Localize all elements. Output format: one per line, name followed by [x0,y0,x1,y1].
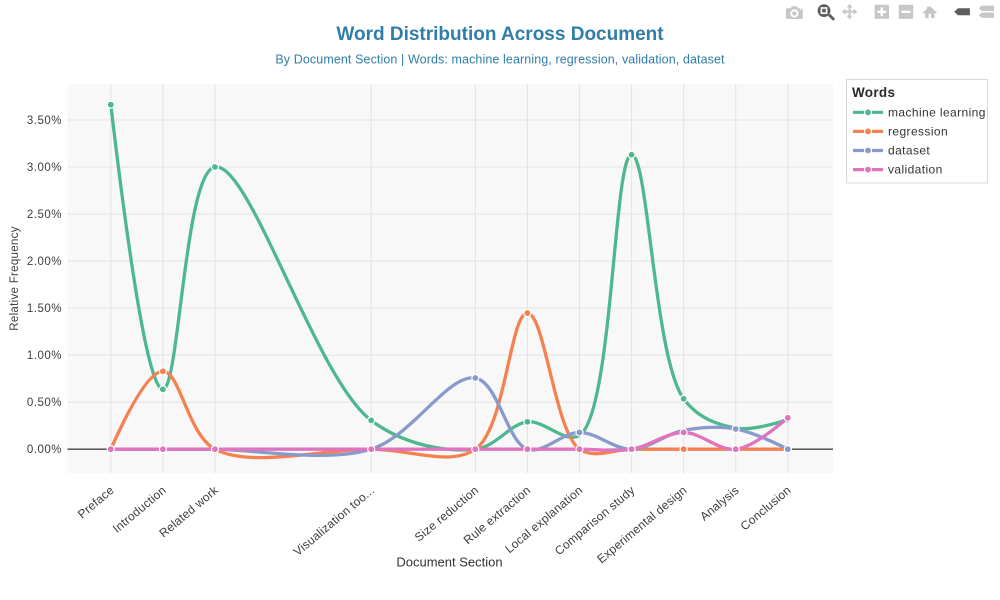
svg-text:Document Section: Document Section [396,555,502,570]
svg-text:regression: regression [888,124,948,138]
svg-text:Word Distribution Across Docum: Word Distribution Across Document [336,24,664,45]
svg-text:0.00%: 0.00% [27,444,62,456]
svg-text:machine learning: machine learning [888,105,986,119]
svg-text:1.50%: 1.50% [27,303,62,315]
svg-text:Relative Frequency: Relative Frequency [9,226,21,330]
svg-text:0.50%: 0.50% [27,397,62,409]
svg-text:validation: validation [888,163,943,177]
svg-text:2.50%: 2.50% [27,209,62,221]
svg-text:dataset: dataset [888,144,930,158]
svg-text:2.00%: 2.00% [27,256,62,268]
svg-text:3.00%: 3.00% [27,162,62,174]
svg-text:Words: Words [852,85,895,100]
svg-text:3.50%: 3.50% [27,115,62,127]
svg-text:By Document Section | Words: m: By Document Section | Words: machine lea… [275,53,725,67]
svg-text:1.00%: 1.00% [27,350,62,362]
